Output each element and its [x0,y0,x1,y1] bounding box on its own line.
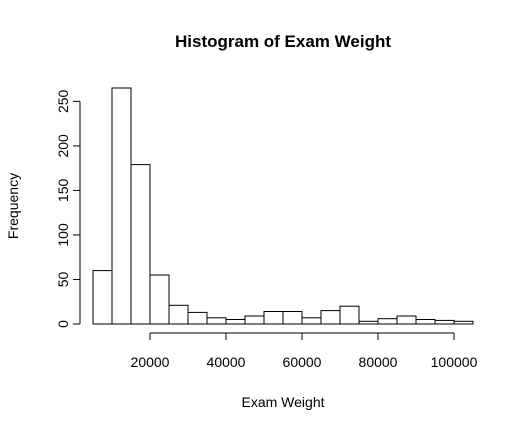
y-tick-label-2: 100 [55,223,71,247]
x-tick-label-3: 80000 [359,354,398,370]
x-axis: 20000 40000 60000 80000 100000 [131,332,478,370]
histogram-bar-17 [415,319,436,325]
y-tick-label-4: 200 [55,134,71,158]
bars-group [92,87,474,325]
y-tick-label-0: 0 [55,320,71,328]
histogram-bar-14 [358,320,379,325]
histogram-bar-9 [263,311,284,325]
histogram-bar-15 [377,318,398,325]
histogram-bar-3 [149,274,170,325]
x-tick-label-0: 20000 [131,354,170,370]
histogram-bar-13 [339,305,360,325]
histogram-bar-5 [187,311,208,325]
histogram-bar-19 [453,320,474,325]
histogram-bar-16 [396,315,417,325]
x-axis-label: Exam Weight [242,394,325,410]
histogram-bar-4 [168,304,189,325]
histogram-bar-1 [111,87,132,325]
histogram-bar-10 [282,311,303,325]
histogram-bar-7 [225,319,246,325]
histogram-bar-2 [130,164,151,325]
x-tick-label-2: 60000 [283,354,322,370]
chart-title: Histogram of Exam Weight [175,32,391,51]
histogram-bar-12 [320,310,341,325]
histogram-bar-11 [301,317,322,325]
histogram-bar-18 [434,319,455,325]
histogram-bar-0 [92,270,113,325]
y-tick-label-5: 250 [55,89,71,113]
y-tick-label-1: 50 [55,271,71,287]
histogram-bar-6 [206,317,227,325]
y-tick-label-3: 150 [55,179,71,203]
y-axis-label: Frequency [5,173,21,239]
x-tick-label-1: 40000 [207,354,246,370]
histogram-bar-8 [244,315,265,325]
y-axis: 0 50 100 150 200 250 [55,89,81,328]
x-tick-label-4: 100000 [431,354,478,370]
